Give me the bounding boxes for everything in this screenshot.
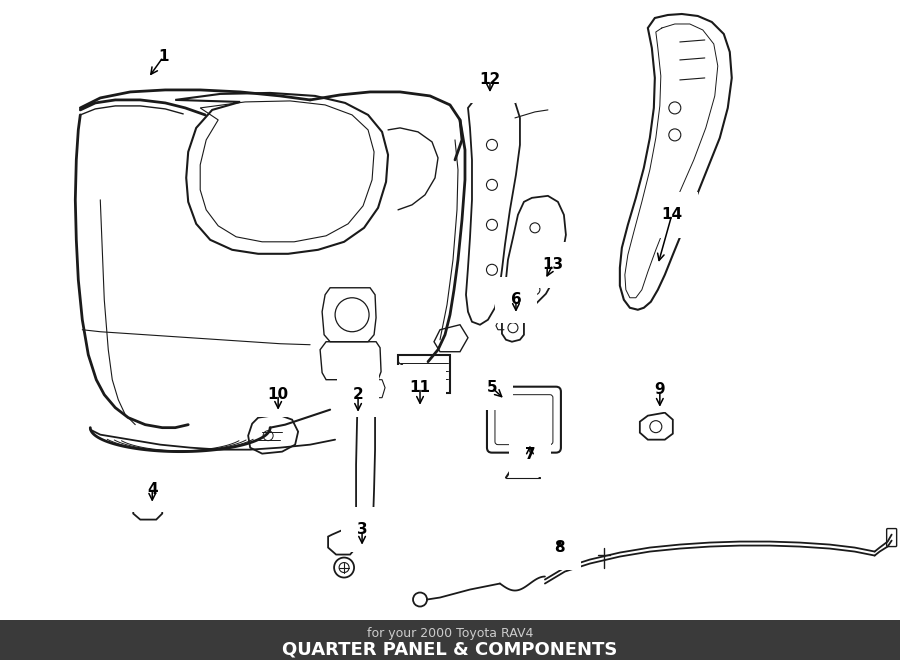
Text: 11: 11: [410, 380, 430, 395]
Text: QUARTER PANEL & COMPONENTS: QUARTER PANEL & COMPONENTS: [283, 641, 617, 658]
Text: 6: 6: [510, 292, 521, 307]
FancyBboxPatch shape: [0, 619, 900, 660]
Text: 9: 9: [654, 382, 665, 397]
Text: 12: 12: [480, 73, 500, 87]
Text: 13: 13: [543, 257, 563, 272]
Text: 8: 8: [554, 540, 565, 555]
Text: for your 2000 Toyota RAV4: for your 2000 Toyota RAV4: [367, 627, 533, 640]
Text: 7: 7: [525, 447, 535, 462]
Text: 10: 10: [267, 387, 289, 402]
Text: 4: 4: [147, 482, 158, 497]
Text: 14: 14: [662, 208, 682, 222]
Text: 2: 2: [353, 387, 364, 402]
Text: 5: 5: [487, 380, 498, 395]
Text: 1: 1: [158, 50, 168, 65]
Text: 3: 3: [356, 522, 367, 537]
